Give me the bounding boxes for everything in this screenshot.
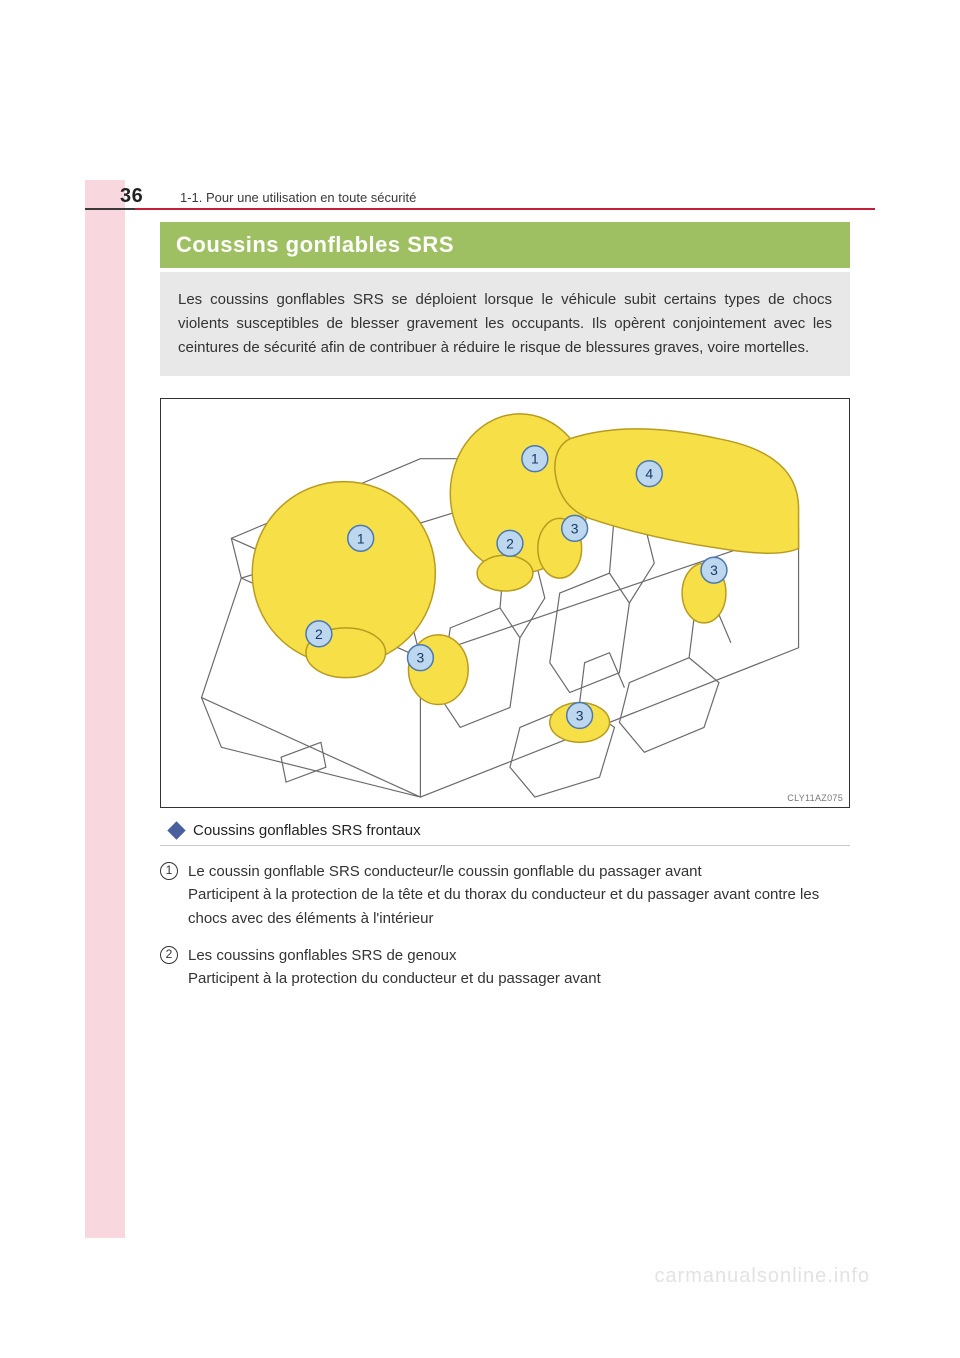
top-rule <box>85 208 875 210</box>
item-number-circle: 2 <box>160 946 178 964</box>
item-line-2: Participent à la protection du conducteu… <box>188 970 601 987</box>
item-body: Les coussins gonflables SRS de genoux Pa… <box>188 944 850 991</box>
top-rule-red <box>135 208 875 210</box>
numbered-item: 1 Le coussin gonflable SRS conducteur/le… <box>160 860 850 930</box>
airbag-figure: 1 1 2 2 3 3 3 3 4 CLY11AZ075 <box>160 398 850 808</box>
intro-box: Les coussins gonflables SRS se déploient… <box>160 272 850 376</box>
figure-code: CLY11AZ075 <box>787 793 843 803</box>
callout-number: 4 <box>645 466 653 482</box>
subsection-title: Coussins gonflables SRS frontaux <box>193 822 421 839</box>
item-line-1: Les coussins gonflables SRS de genoux <box>188 947 457 964</box>
section-header-bar: Coussins gonflables SRS <box>160 222 850 268</box>
callout-number: 1 <box>531 451 539 467</box>
airbag-svg: 1 1 2 2 3 3 3 3 4 <box>161 399 849 807</box>
watermark: carmanualsonline.info <box>654 1265 870 1288</box>
content-column: Coussins gonflables SRS Les coussins gon… <box>160 222 850 1004</box>
diamond-bullet-icon <box>167 821 185 839</box>
numbered-list: 1 Le coussin gonflable SRS conducteur/le… <box>160 860 850 990</box>
callout-number: 3 <box>710 562 718 578</box>
callout-number: 2 <box>315 626 323 642</box>
subsection-rule <box>160 845 850 846</box>
subsection-bullet-row: Coussins gonflables SRS frontaux <box>160 822 850 839</box>
callout-number: 2 <box>506 535 514 551</box>
top-rule-dark <box>85 208 135 210</box>
callout-number: 3 <box>417 650 425 666</box>
item-line-1: Le coussin gonflable SRS conducteur/le c… <box>188 863 702 880</box>
page: 36 1-1. Pour une utilisation en toute sé… <box>0 0 960 1358</box>
page-number: 36 <box>120 185 143 208</box>
running-head: 1-1. Pour une utilisation en toute sécur… <box>180 190 416 205</box>
callout-number: 3 <box>571 520 579 536</box>
callout-number: 3 <box>576 707 584 723</box>
item-number-circle: 1 <box>160 862 178 880</box>
callout-number: 1 <box>357 530 365 546</box>
item-body: Le coussin gonflable SRS conducteur/le c… <box>188 860 850 930</box>
left-sidebar-tab <box>85 180 125 1238</box>
item-line-2: Participent à la protection de la tête e… <box>188 886 819 926</box>
numbered-item: 2 Les coussins gonflables SRS de genoux … <box>160 944 850 991</box>
